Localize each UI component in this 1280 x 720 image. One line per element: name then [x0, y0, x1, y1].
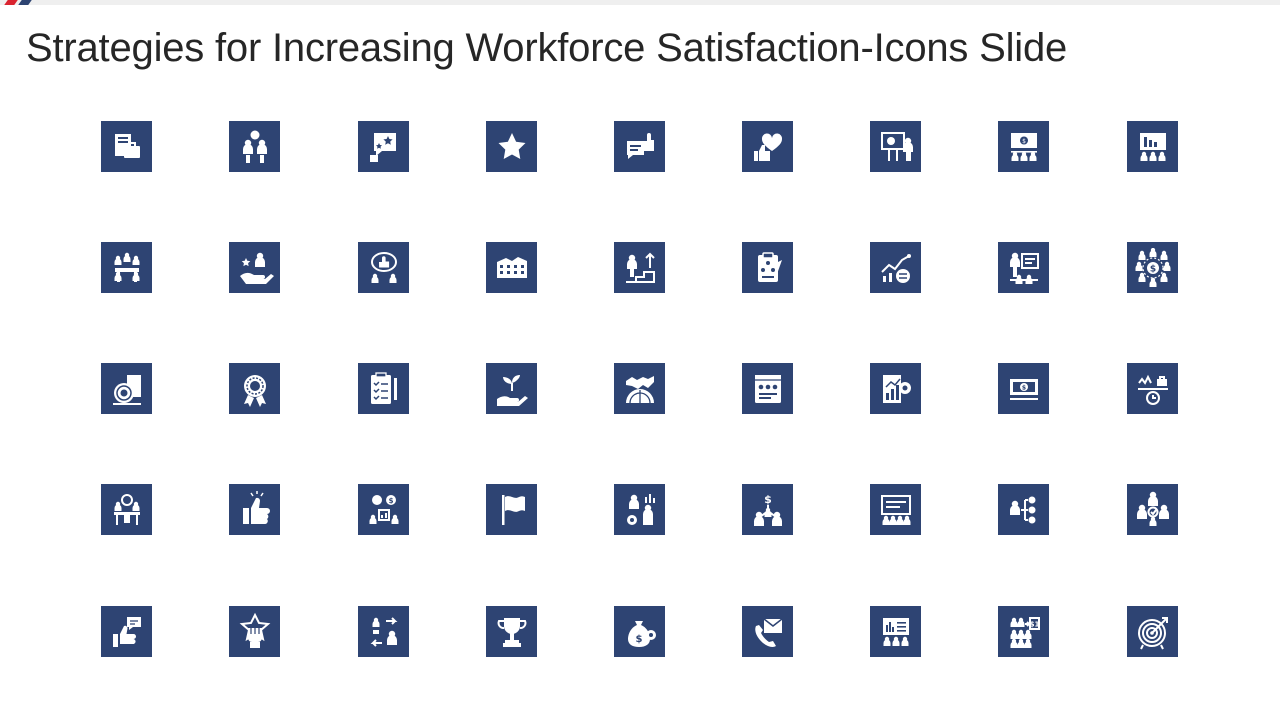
heart-thumbs-up-icon	[753, 132, 782, 161]
office-desk-meeting-icon	[113, 493, 140, 525]
icon-tile	[486, 484, 537, 535]
target-icon	[1137, 616, 1168, 649]
icon-tile	[870, 242, 921, 293]
icon-tile: $	[742, 484, 793, 535]
svg-text:$: $	[764, 493, 772, 506]
icon-tile	[870, 121, 921, 172]
clipboard-checklist-icon	[757, 251, 782, 282]
dollar-team-icon: $	[753, 493, 782, 526]
icon-tile	[486, 363, 537, 414]
icon-tile	[101, 484, 152, 535]
money-bag-gear-icon: $	[627, 620, 656, 647]
flag-icon	[501, 494, 525, 525]
team-discussion-icon	[242, 130, 267, 163]
thumbs-up-discussion-icon	[370, 251, 397, 283]
icon-tile	[1127, 484, 1178, 535]
presentation-board-icon	[880, 131, 913, 161]
icon-tile: $1	[998, 606, 1049, 657]
team-core-icon	[1136, 491, 1169, 526]
icon-tile: $	[998, 121, 1049, 172]
svg-text:$1: $1	[1029, 620, 1039, 628]
icon-tile	[614, 484, 665, 535]
star-icon	[498, 132, 525, 159]
icon-tile	[229, 121, 280, 172]
svg-text:$: $	[388, 497, 393, 505]
icon-tile	[486, 242, 537, 293]
slide-title: Strategies for Increasing Workforce Sati…	[26, 26, 1068, 70]
award-badge-icon	[243, 374, 266, 407]
icon-tile	[1127, 363, 1178, 414]
icon-tile	[614, 121, 665, 172]
manager-hierarchy-icon	[1009, 496, 1035, 523]
icon-tile	[486, 121, 537, 172]
dollar-network-icon: $	[1135, 247, 1170, 287]
icon-tile	[358, 363, 409, 414]
icon-tile	[870, 484, 921, 535]
money-banner-icon: $	[1009, 378, 1038, 400]
icon-tile: $	[998, 363, 1049, 414]
raised-fist-star-icon	[239, 612, 270, 648]
icon-tile	[358, 121, 409, 172]
handshake-globe-icon	[625, 375, 654, 403]
svg-text:$: $	[1021, 384, 1025, 391]
icon-tile	[998, 242, 1049, 293]
finance-discussion-icon: $	[369, 494, 398, 524]
svg-text:$: $	[1022, 138, 1026, 145]
icon-tile: $	[614, 606, 665, 657]
plant-in-hand-icon	[496, 374, 528, 406]
coins-document-icon	[112, 374, 141, 405]
team-board-icon	[880, 494, 911, 525]
icon-tile	[614, 242, 665, 293]
thumbs-up-comment-icon	[112, 616, 141, 647]
thumbs-up-icon	[242, 490, 270, 524]
audience-dashboard-icon	[882, 617, 909, 646]
thumbs-up-chat-icon	[626, 132, 654, 159]
documents-briefcase-icon	[114, 133, 140, 158]
report-gear-icon	[882, 374, 911, 403]
icon-tile	[742, 121, 793, 172]
icon-tile	[101, 606, 152, 657]
office-building-icon	[496, 256, 527, 278]
icon-tile	[101, 242, 152, 293]
icon-tile	[229, 484, 280, 535]
svg-text:$: $	[635, 634, 642, 645]
team-meeting-icon	[114, 252, 139, 282]
icon-tile	[742, 242, 793, 293]
money-presentation-icon: $	[1010, 132, 1037, 161]
svg-text:$: $	[1149, 264, 1155, 274]
icon-tile	[101, 363, 152, 414]
icon-tile	[1127, 121, 1178, 172]
work-life-balance-icon	[1137, 374, 1168, 405]
icon-tile	[870, 606, 921, 657]
people-exchange-icon	[370, 616, 397, 647]
growth-chart-settings-icon	[880, 253, 911, 283]
trophy-icon	[497, 617, 526, 647]
icon-tile	[101, 121, 152, 172]
salary-team-icon: $1	[1010, 616, 1040, 648]
icon-tile	[486, 606, 537, 657]
icon-tile	[358, 606, 409, 657]
employee-recognition-hand-icon	[239, 252, 274, 284]
icon-tile: $	[1127, 242, 1178, 293]
star-rating-feedback-icon	[369, 132, 396, 162]
career-growth-steps-icon	[625, 252, 655, 283]
trainer-board-icon	[1009, 252, 1039, 284]
top-accent-bar	[0, 0, 1280, 5]
chart-presentation-icon	[1139, 132, 1166, 161]
icon-tile	[742, 606, 793, 657]
team-analytics-icon	[626, 493, 655, 525]
rating-browser-icon	[754, 374, 781, 403]
icon-tile	[229, 242, 280, 293]
phone-envelope-icon	[754, 617, 782, 647]
icon-tile: $	[358, 484, 409, 535]
icon-tile	[229, 363, 280, 414]
icon-tile	[1127, 606, 1178, 657]
icon-tile	[870, 363, 921, 414]
icon-tile	[742, 363, 793, 414]
icon-tile	[229, 606, 280, 657]
icon-tile	[998, 484, 1049, 535]
checklist-pen-icon	[370, 371, 397, 404]
icon-tile	[614, 363, 665, 414]
icon-tile	[358, 242, 409, 293]
